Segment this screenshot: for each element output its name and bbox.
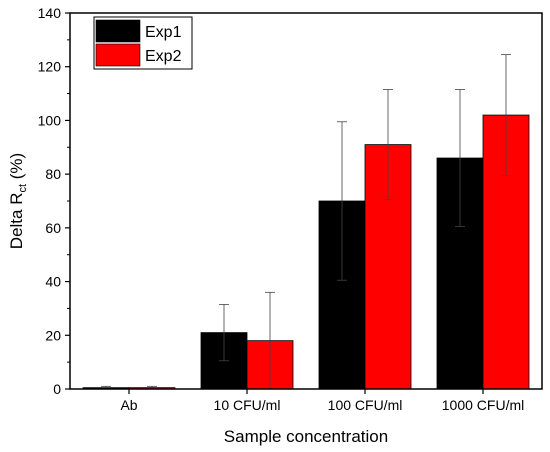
- legend-swatch-exp2: [95, 43, 141, 67]
- y-tick-label: 60: [45, 220, 61, 236]
- y-tick-label: 20: [45, 327, 61, 343]
- legend: Exp1 Exp2: [93, 16, 193, 70]
- x-tick-label: 100 CFU/ml: [328, 397, 403, 413]
- y-axis-label-subscript: ct: [17, 184, 29, 193]
- y-axis: 0 20 40 60 80 100 120 140: [38, 5, 70, 397]
- error-bars: [101, 54, 511, 390]
- y-axis-label-main: Delta R: [7, 193, 26, 250]
- x-axis: Ab 10 CFU/ml 100 CFU/ml 1000 CFU/ml: [120, 389, 524, 413]
- x-tick-label: 10 CFU/ml: [214, 397, 281, 413]
- y-tick-label: 100: [38, 112, 62, 128]
- y-axis-label: Delta Rct (%): [7, 153, 29, 249]
- x-axis-label: Sample concentration: [224, 427, 388, 446]
- legend-swatch-exp1: [95, 19, 141, 43]
- legend-label-exp2: Exp2: [145, 48, 182, 65]
- x-tick-label: 1000 CFU/ml: [442, 397, 524, 413]
- y-tick-label: 140: [38, 5, 62, 21]
- bars: [82, 114, 530, 390]
- x-tick-label: Ab: [120, 397, 137, 413]
- y-tick-label: 80: [45, 166, 61, 182]
- y-axis-label-suffix: (%): [7, 153, 26, 184]
- y-tick-label: 40: [45, 274, 61, 290]
- y-tick-label: 0: [53, 381, 61, 397]
- legend-label-exp1: Exp1: [145, 24, 182, 41]
- y-tick-label: 120: [38, 59, 62, 75]
